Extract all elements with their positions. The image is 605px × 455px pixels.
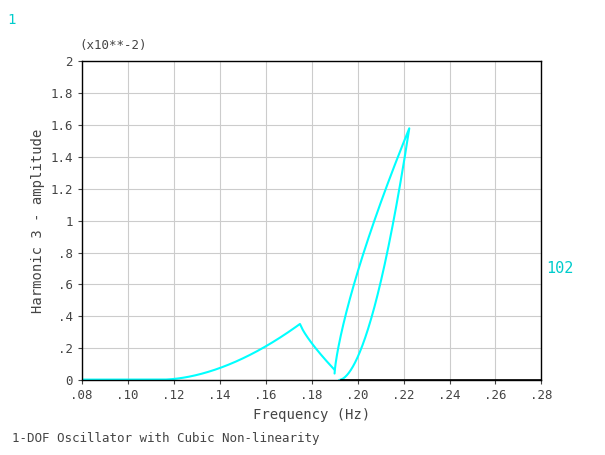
X-axis label: Frequency (Hz): Frequency (Hz)	[253, 408, 370, 421]
Text: 102: 102	[546, 261, 574, 276]
Text: 1: 1	[7, 13, 16, 27]
Text: 1-DOF Oscillator with Cubic Non-linearity: 1-DOF Oscillator with Cubic Non-linearit…	[12, 432, 319, 445]
Text: (x10**-2): (x10**-2)	[79, 39, 147, 52]
Y-axis label: Harmonic 3 - amplitude: Harmonic 3 - amplitude	[31, 129, 45, 313]
